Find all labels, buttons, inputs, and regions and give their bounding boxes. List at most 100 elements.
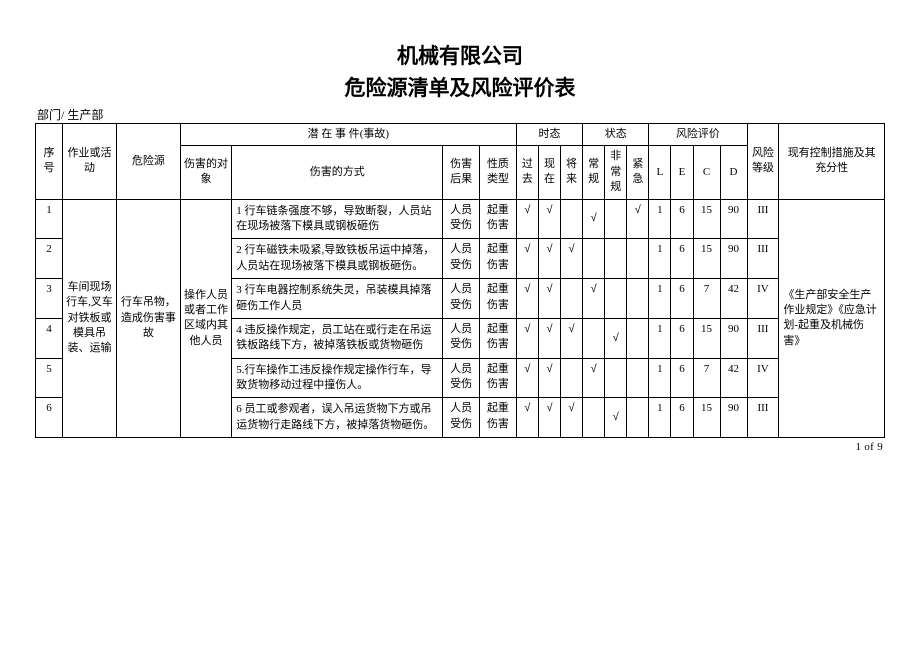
cell-D: 90	[720, 199, 747, 239]
th-seq: 序号	[36, 124, 63, 200]
th-eval: 风险评价	[649, 124, 747, 146]
th-hazard: 危险源	[116, 124, 180, 200]
table-body: 1 车间现场行车,叉车对铁板或模具吊装、运输 行车吊物，造成伤害事故 操作人员或…	[36, 199, 885, 438]
cell-past: √	[516, 239, 538, 279]
th-time: 时态	[516, 124, 582, 146]
cell-mode: 4 违反操作规定，员工站在或行走在吊运铁板路线下方，被掉落铁板或货物砸伤	[232, 318, 443, 358]
cell-consequence: 人员受伤	[443, 318, 480, 358]
cell-seq: 1	[36, 199, 63, 239]
cell-future	[561, 279, 583, 319]
page-number: 1 of 9	[35, 441, 885, 453]
cell-normal	[583, 398, 605, 438]
cell-consequence: 人员受伤	[443, 239, 480, 279]
cell-L: 1	[649, 318, 671, 358]
cell-nature: 起重伤害	[480, 239, 517, 279]
cell-L: 1	[649, 358, 671, 398]
cell-present: √	[538, 318, 560, 358]
cell-control: 《生产部安全生产作业规定》《应急计划-起重及机械伤害》	[779, 199, 885, 438]
cell-mode: 2 行车磁铁未吸紧,导致铁板吊运中掉落，人员站在现场被落下模具或钢板砸伤。	[232, 239, 443, 279]
cell-L: 1	[649, 398, 671, 438]
cell-C: 15	[693, 199, 720, 239]
cell-C: 7	[693, 279, 720, 319]
cell-seq: 3	[36, 279, 63, 319]
cell-E: 6	[671, 199, 693, 239]
cell-emergency	[627, 239, 649, 279]
th-control: 现有控制措施及其充分性	[779, 124, 885, 200]
cell-target: 操作人员或者工作区域内其他人员	[180, 199, 232, 438]
cell-emergency	[627, 398, 649, 438]
cell-C: 15	[693, 318, 720, 358]
cell-D: 42	[720, 358, 747, 398]
cell-present: √	[538, 239, 560, 279]
cell-D: 90	[720, 398, 747, 438]
cell-present: √	[538, 358, 560, 398]
cell-emergency	[627, 358, 649, 398]
cell-seq: 6	[36, 398, 63, 438]
th-L: L	[649, 146, 671, 199]
company-name: 机械有限公司	[35, 40, 885, 70]
cell-normal: √	[583, 199, 605, 239]
th-abnormal: 非常规	[605, 146, 627, 199]
cell-nature: 起重伤害	[480, 279, 517, 319]
cell-D: 90	[720, 239, 747, 279]
cell-emergency: √	[627, 199, 649, 239]
th-future: 将来	[561, 146, 583, 199]
cell-abnormal	[605, 279, 627, 319]
th-activity: 作业或活动	[62, 124, 116, 200]
cell-future: √	[561, 239, 583, 279]
th-C: C	[693, 146, 720, 199]
th-past: 过去	[516, 146, 538, 199]
cell-past: √	[516, 398, 538, 438]
cell-E: 6	[671, 398, 693, 438]
th-potential: 潜 在 事 件(事故)	[180, 124, 516, 146]
cell-nature: 起重伤害	[480, 199, 517, 239]
cell-mode: 3 行车电器控制系统失灵，吊装模具掉落砸伤工作人员	[232, 279, 443, 319]
cell-D: 90	[720, 318, 747, 358]
th-consequence: 伤害后果	[443, 146, 480, 199]
cell-past: √	[516, 279, 538, 319]
cell-normal	[583, 318, 605, 358]
cell-mode: 6 员工或参观者，误入吊运货物下方或吊运货物行走路线下方，被掉落货物砸伤。	[232, 398, 443, 438]
title-block: 机械有限公司 危险源清单及风险评价表	[35, 40, 885, 102]
cell-normal: √	[583, 358, 605, 398]
cell-future: √	[561, 318, 583, 358]
cell-E: 6	[671, 279, 693, 319]
th-present: 现在	[538, 146, 560, 199]
th-D: D	[720, 146, 747, 199]
cell-future	[561, 358, 583, 398]
cell-abnormal: √	[605, 318, 627, 358]
cell-nature: 起重伤害	[480, 398, 517, 438]
th-target: 伤害的对 象	[180, 146, 232, 199]
cell-E: 6	[671, 239, 693, 279]
cell-C: 15	[693, 398, 720, 438]
cell-nature: 起重伤害	[480, 358, 517, 398]
department-line: 部门/ 生产部	[37, 106, 885, 123]
cell-level: III	[747, 239, 779, 279]
cell-L: 1	[649, 279, 671, 319]
cell-consequence: 人员受伤	[443, 358, 480, 398]
risk-assessment-table: 序号 作业或活动 危险源 潜 在 事 件(事故) 时态 状态 风险评价 风险等级…	[35, 123, 885, 438]
cell-abnormal	[605, 199, 627, 239]
cell-future	[561, 199, 583, 239]
th-mode: 伤害的方式	[232, 146, 443, 199]
cell-emergency	[627, 279, 649, 319]
cell-C: 15	[693, 239, 720, 279]
cell-normal	[583, 239, 605, 279]
cell-consequence: 人员受伤	[443, 279, 480, 319]
document-title: 危险源清单及风险评价表	[35, 72, 885, 102]
cell-seq: 4	[36, 318, 63, 358]
th-emergency: 紧急	[627, 146, 649, 199]
cell-level: III	[747, 318, 779, 358]
cell-normal: √	[583, 279, 605, 319]
cell-past: √	[516, 318, 538, 358]
header-row-1: 序号 作业或活动 危险源 潜 在 事 件(事故) 时态 状态 风险评价 风险等级…	[36, 124, 885, 146]
cell-hazard: 行车吊物，造成伤害事故	[116, 199, 180, 438]
cell-mode: 5.行车操作工违反操作规定操作行车，导致货物移动过程中撞伤人。	[232, 358, 443, 398]
cell-emergency	[627, 318, 649, 358]
cell-past: √	[516, 199, 538, 239]
th-nature: 性质类型	[480, 146, 517, 199]
cell-D: 42	[720, 279, 747, 319]
cell-C: 7	[693, 358, 720, 398]
cell-past: √	[516, 358, 538, 398]
cell-seq: 5	[36, 358, 63, 398]
